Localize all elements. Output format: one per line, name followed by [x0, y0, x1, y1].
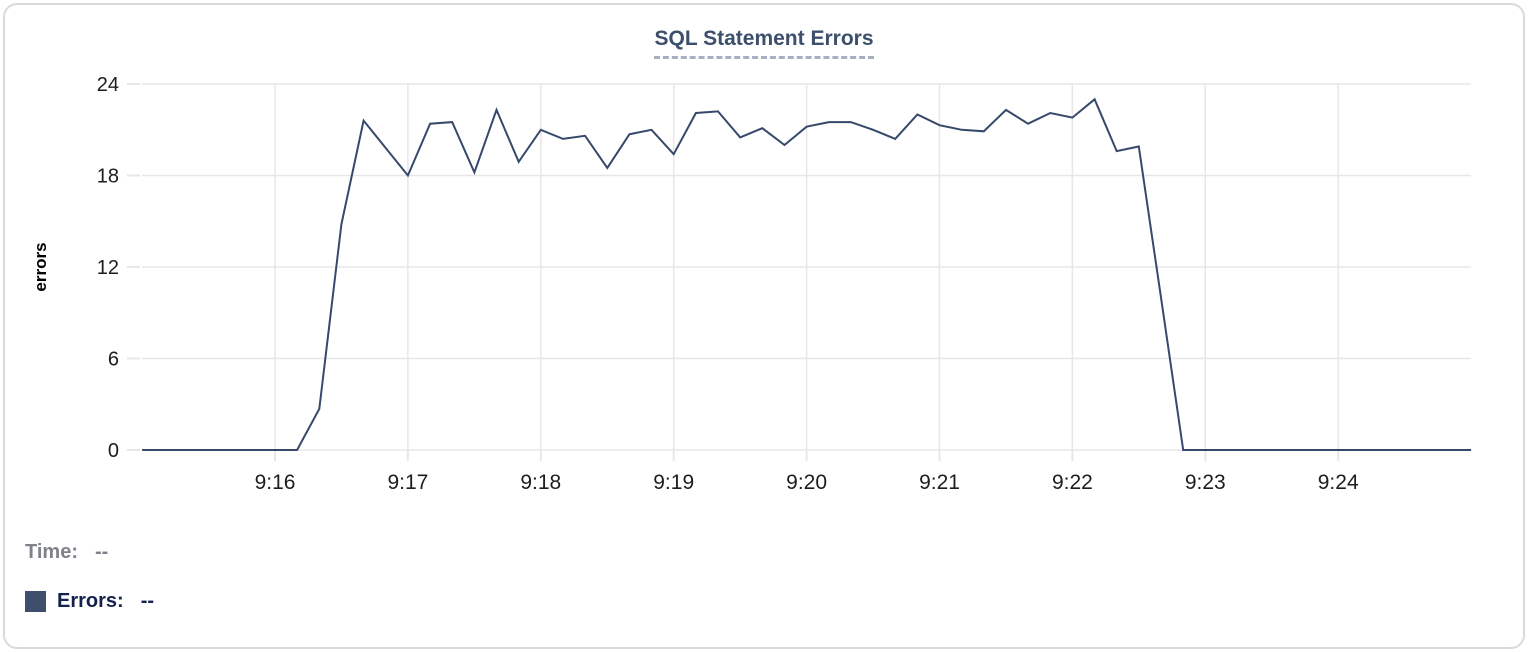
y-tick-label: 18 — [97, 166, 119, 188]
y-axis-label: errors — [31, 242, 50, 291]
x-tick-label: 9:18 — [520, 471, 561, 494]
y-tick-label: 24 — [97, 74, 119, 96]
y-tick-label: 0 — [108, 440, 119, 462]
x-tick-label: 9:19 — [653, 471, 694, 494]
x-tick-label: 9:23 — [1185, 471, 1226, 494]
legend-row-errors: Errors: -- — [25, 590, 154, 613]
legend-time-value: -- — [94, 541, 109, 563]
errors-series-swatch — [25, 591, 46, 612]
x-tick-label: 9:21 — [919, 471, 960, 494]
errors-series-line — [142, 97, 1472, 451]
legend-row-time: Time: -- — [25, 541, 108, 564]
x-tick-label: 9:22 — [1052, 471, 1093, 494]
chart-title[interactable]: SQL Statement Errors — [654, 27, 874, 59]
chart-card — [3, 3, 1525, 649]
y-tick-label: 12 — [97, 257, 119, 279]
chart-header: SQL Statement Errors — [0, 27, 1528, 59]
y-tick-label: 6 — [108, 349, 119, 371]
legend-time-label: Time: — [25, 541, 78, 563]
x-tick-label: 9:24 — [1318, 471, 1359, 494]
x-tick-label: 9:16 — [255, 471, 296, 494]
legend-errors-value: -- — [140, 590, 155, 612]
x-tick-label: 9:17 — [387, 471, 428, 494]
x-tick-label: 9:20 — [786, 471, 827, 494]
legend-errors-label: Errors: — [57, 590, 124, 612]
